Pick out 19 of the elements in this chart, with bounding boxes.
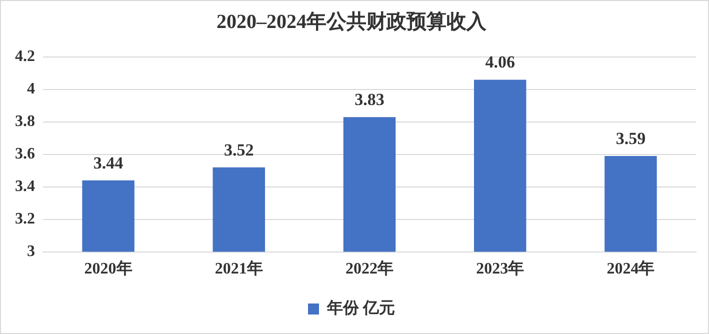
y-tick-label: 4 [27,80,35,98]
data-label: 3.44 [93,153,124,172]
y-tick-label: 3.2 [15,210,35,228]
x-tick-label: 2023年 [476,260,524,278]
y-tick-label: 3.4 [15,178,35,196]
y-tick-label: 3.8 [15,113,35,130]
x-tick-label: 2024年 [606,260,655,278]
y-tick-label: 3.6 [15,146,35,163]
data-label: 3.59 [616,128,646,148]
legend-label: 年份 亿元 [326,299,395,318]
x-tick-label: 2022年 [346,260,394,278]
x-tick-label: 2021年 [214,260,263,278]
y-tick-label: 4.2 [15,48,35,66]
y-tick-label: 3 [27,242,35,260]
data-label: 4.06 [485,52,515,72]
data-label: 3.52 [224,140,254,160]
data-label: 3.83 [354,90,384,109]
x-tick-label: 2020年 [84,260,132,278]
chart-title: 2020–2024年公共财政预算收入 [216,10,488,34]
